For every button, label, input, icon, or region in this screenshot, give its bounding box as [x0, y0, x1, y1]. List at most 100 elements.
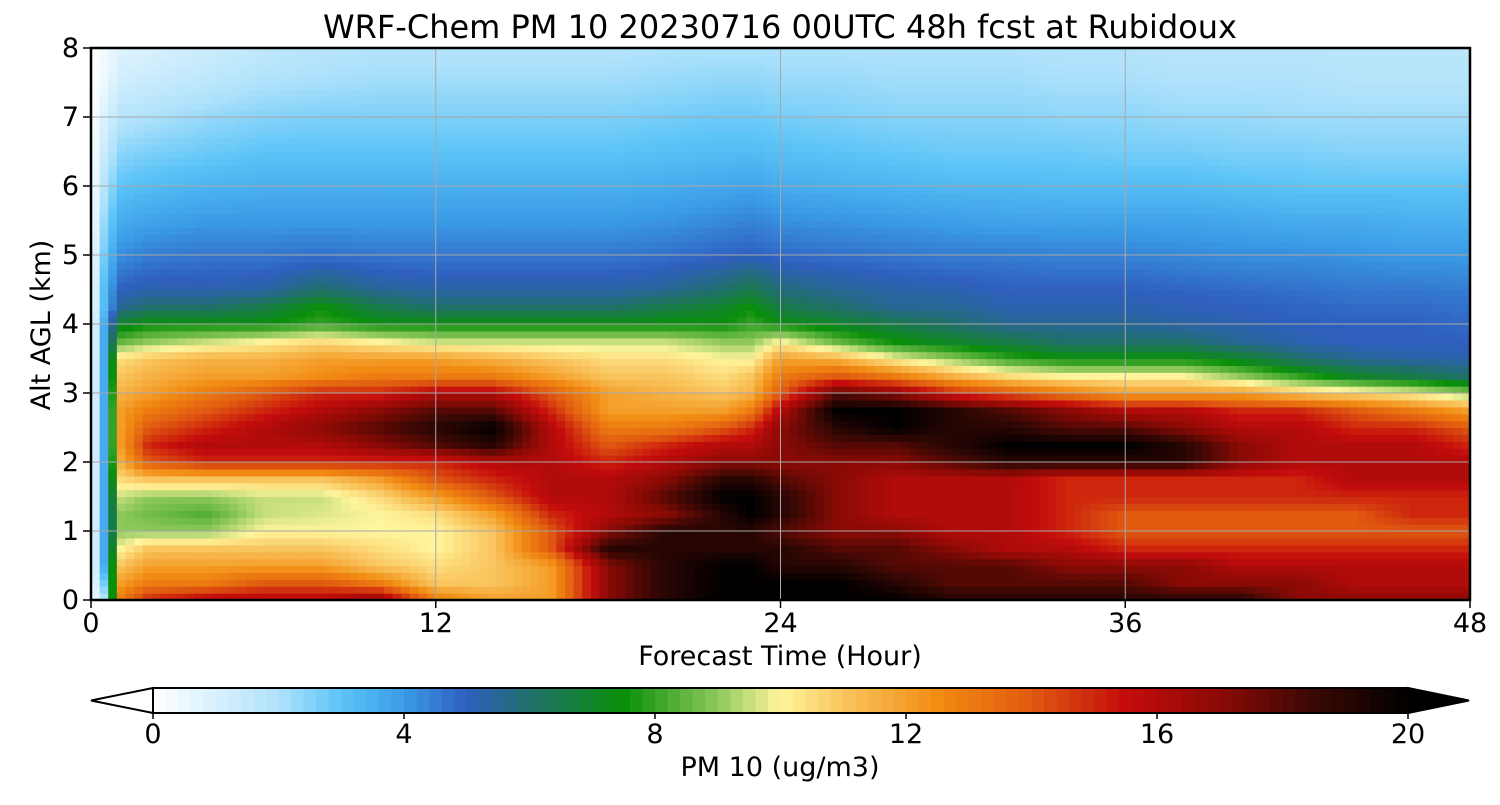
heatmap-cell: [1349, 510, 1359, 518]
heatmap-cell: [1263, 386, 1273, 394]
heatmap-cell: [909, 434, 919, 442]
heatmap-cell: [599, 420, 609, 429]
heatmap-cell: [1323, 475, 1333, 484]
heatmap-cell: [901, 593, 911, 601]
heatmap-cell: [1392, 503, 1402, 511]
heatmap-cell: [1151, 455, 1161, 463]
heatmap-cell: [513, 475, 523, 484]
heatmap-cell: [142, 489, 152, 498]
heatmap-cell: [780, 544, 790, 553]
heatmap-cell: [935, 406, 945, 415]
heatmap-cell: [1073, 503, 1083, 511]
heatmap-cell: [823, 537, 833, 546]
heatmap-cell: [306, 489, 316, 498]
heatmap-cell: [1237, 448, 1247, 456]
heatmap-cell: [573, 593, 583, 601]
heatmap-cell: [677, 427, 687, 435]
heatmap-cell: [521, 413, 532, 422]
heatmap-cell: [909, 517, 919, 525]
heatmap-cell: [771, 496, 782, 504]
heatmap-cell: [1168, 393, 1178, 401]
heatmap-cell: [642, 565, 652, 573]
heatmap-cell: [711, 565, 721, 573]
heatmap-cell: [1168, 510, 1178, 518]
heatmap-cell: [1306, 386, 1316, 394]
heatmap-cell: [1159, 441, 1169, 449]
heatmap-cell: [504, 475, 514, 484]
heatmap-cell: [168, 455, 178, 463]
heatmap-cell: [1383, 434, 1394, 442]
heatmap-cell: [323, 524, 333, 532]
heatmap-cell: [427, 572, 437, 580]
heatmap-cell: [668, 510, 678, 518]
heatmap-cell: [823, 399, 833, 408]
heatmap-cell: [1444, 510, 1454, 518]
heatmap-cell: [1383, 399, 1394, 408]
heatmap-cell: [177, 386, 187, 394]
heatmap-cell: [1452, 455, 1462, 463]
heatmap-cell: [306, 386, 316, 394]
heatmap-cell: [177, 503, 187, 511]
heatmap-cell: [1323, 482, 1333, 491]
heatmap-cell: [599, 427, 609, 435]
heatmap-cell: [1004, 475, 1014, 484]
heatmap-cell: [702, 482, 713, 491]
heatmap-cell: [496, 386, 506, 394]
heatmap-cell: [711, 462, 721, 470]
heatmap-cell: [927, 448, 937, 456]
heatmap-cell: [1297, 593, 1307, 601]
heatmap-cell: [539, 441, 549, 449]
heatmap-cell: [1306, 510, 1316, 518]
heatmap-cell: [599, 462, 609, 470]
heatmap-cell: [1357, 399, 1368, 408]
heatmap-cell: [840, 434, 851, 442]
heatmap-cell: [1332, 475, 1342, 484]
heatmap-cell: [685, 537, 695, 546]
heatmap-cell: [590, 558, 601, 567]
heatmap-cell: [194, 386, 204, 394]
heatmap-cell: [470, 593, 480, 601]
heatmap-cell: [194, 551, 204, 560]
heatmap-cell: [1418, 441, 1428, 449]
heatmap-cell: [254, 593, 264, 601]
heatmap-cell: [728, 572, 739, 580]
heatmap-cell: [1202, 524, 1213, 532]
heatmap-cell: [780, 462, 790, 470]
heatmap-cell: [1056, 393, 1066, 401]
heatmap-cell: [918, 420, 928, 429]
heatmap-cell: [927, 441, 937, 449]
heatmap-cell: [625, 586, 635, 594]
heatmap-cell: [237, 434, 247, 442]
heatmap-cell: [1392, 462, 1402, 470]
heatmap-cell: [1194, 579, 1204, 587]
heatmap-cell: [875, 531, 885, 539]
heatmap-cell: [995, 544, 1006, 553]
heatmap-cell: [918, 399, 928, 408]
heatmap-cell: [358, 448, 368, 456]
heatmap-cell: [970, 524, 980, 532]
heatmap-cell: [1194, 434, 1204, 442]
heatmap-cell: [608, 386, 618, 394]
heatmap-cell: [625, 393, 635, 401]
heatmap-cell: [521, 475, 532, 484]
heatmap-cell: [1289, 386, 1299, 394]
heatmap-cell: [297, 434, 308, 442]
heatmap-cell: [1185, 524, 1195, 532]
heatmap-cell: [737, 524, 747, 532]
heatmap-cell: [1194, 586, 1204, 594]
heatmap-cell: [340, 393, 351, 401]
heatmap-cell: [1409, 475, 1419, 484]
heatmap-cell: [366, 399, 377, 408]
heatmap-cell: [220, 379, 230, 387]
heatmap-cell: [513, 399, 523, 408]
heatmap-cell: [177, 434, 187, 442]
heatmap-cell: [746, 406, 756, 415]
heatmap-cell: [1185, 441, 1195, 449]
heatmap-cell: [384, 420, 394, 429]
heatmap-cell: [1176, 455, 1187, 463]
heatmap-cell: [254, 475, 264, 484]
heatmap-cell: [1159, 496, 1169, 504]
heatmap-cell: [677, 448, 687, 456]
heatmap-cell: [530, 586, 540, 594]
heatmap-cell: [797, 544, 807, 553]
